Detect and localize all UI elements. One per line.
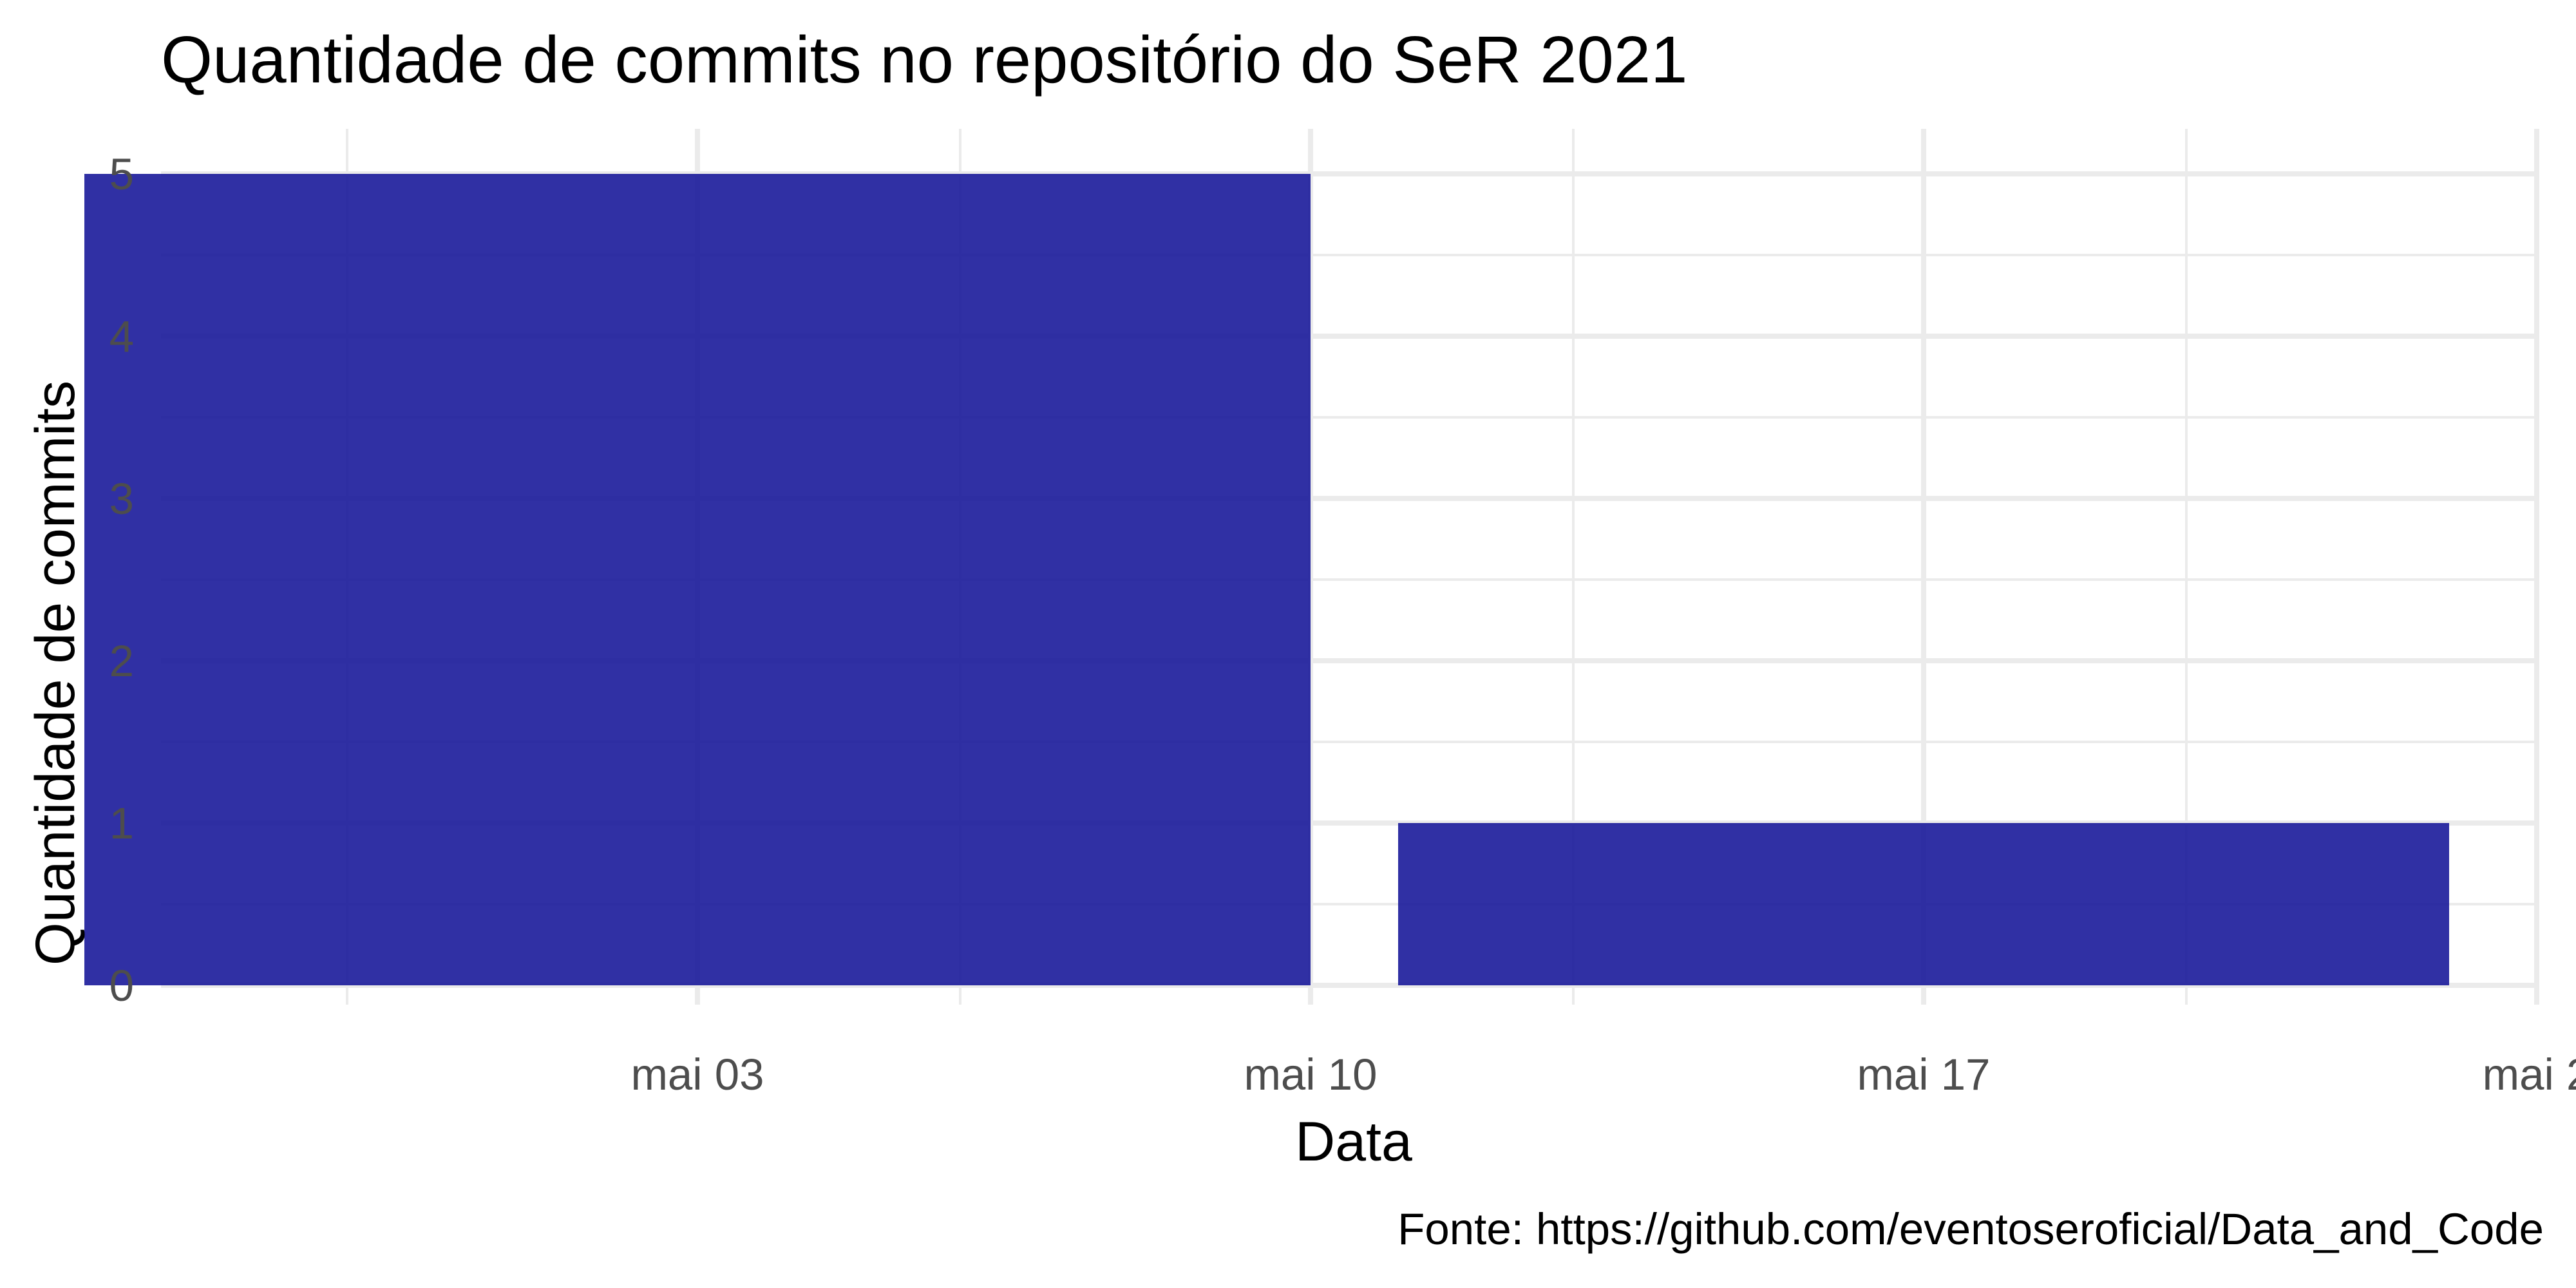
x-tick-label: mai 10: [1244, 1050, 1377, 1099]
x-tick-label: mai 17: [1857, 1050, 1990, 1099]
x-axis-title: Data: [1295, 1111, 1412, 1173]
y-tick-label: 0: [109, 961, 134, 1010]
y-tick-label: 2: [109, 636, 134, 686]
y-tick-label: 3: [109, 474, 134, 524]
y-tick-label: 4: [109, 312, 134, 361]
chart-title: Quantidade de commits no repositório do …: [161, 23, 1687, 97]
histogram-bar: [1398, 823, 2449, 985]
x-tick-label: mai 03: [630, 1050, 764, 1099]
x-tick-label: mai 2: [2483, 1050, 2576, 1099]
chart-caption: Fonte: https://github.com/eventoserofici…: [1397, 1204, 2544, 1254]
y-axis-title: Quantidade de commits: [24, 381, 86, 965]
y-tick-label: 1: [109, 799, 134, 848]
y-tick-labels: 0 1 2 3 4 5: [109, 149, 134, 1010]
histogram-bar: [84, 174, 1311, 985]
bars-layer: [84, 174, 2449, 985]
y-tick-label: 5: [109, 149, 134, 199]
x-tick-labels: mai 03 mai 10 mai 17 mai 2: [630, 1050, 2576, 1099]
